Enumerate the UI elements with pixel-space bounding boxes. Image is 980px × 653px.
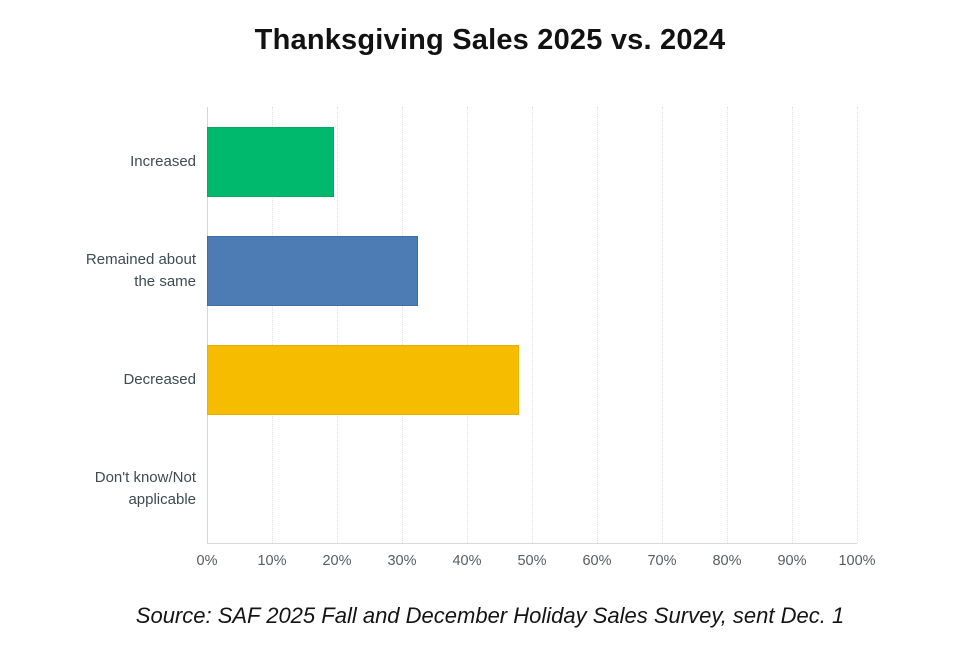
category-label: Decreased xyxy=(123,370,196,388)
x-tick-label: 50% xyxy=(517,553,547,569)
x-tick-label: 70% xyxy=(647,553,677,569)
category-band: Increased xyxy=(130,107,857,216)
x-axis: 0% 10% 20% 30% 40% 50% 60% 70% 80% 90% 100% xyxy=(197,553,876,573)
gridline xyxy=(337,107,338,543)
gridline xyxy=(792,107,793,543)
x-tick-label: 10% xyxy=(257,553,287,569)
category-label: Increased xyxy=(130,152,196,170)
bar-remained-about-the-same xyxy=(207,235,419,306)
x-tick-label: 30% xyxy=(387,553,417,569)
x-tick-label: 40% xyxy=(452,553,482,569)
gridline xyxy=(467,107,468,543)
x-tick-label: 80% xyxy=(712,553,742,569)
x-tick-label: 20% xyxy=(322,553,352,569)
category-band: Remained about the same xyxy=(86,216,857,325)
y-axis-line xyxy=(207,107,208,543)
source-caption: Source: SAF 2025 Fall and December Holid… xyxy=(135,603,845,628)
gridline xyxy=(662,107,663,543)
category-label: Remained about the same xyxy=(85,250,196,290)
x-tick-label: 90% xyxy=(777,553,807,569)
gridline xyxy=(402,107,403,543)
category-band: Don't know/Not applicable xyxy=(95,434,857,543)
gridline xyxy=(597,107,598,543)
bars-layer: Increased Remained about the same Decreased… xyxy=(86,107,857,543)
gridline xyxy=(727,107,728,543)
gridline xyxy=(857,107,858,543)
category-label: Don't know/Not applicable xyxy=(94,468,196,508)
bar-increased xyxy=(207,126,334,197)
chart-title: Thanksgiving Sales 2025 vs. 2024 xyxy=(254,24,726,56)
gridline xyxy=(532,107,533,543)
x-tick-label: 0% xyxy=(196,553,218,569)
gridlines-layer xyxy=(207,107,858,543)
x-tick-label: 60% xyxy=(582,553,612,569)
plot-area: Increased Remained about the same Decreased… xyxy=(86,107,858,544)
gridline xyxy=(272,107,273,543)
bar-decreased xyxy=(207,344,519,415)
category-band: Decreased xyxy=(123,325,857,434)
x-tick-label: 100% xyxy=(838,553,876,569)
